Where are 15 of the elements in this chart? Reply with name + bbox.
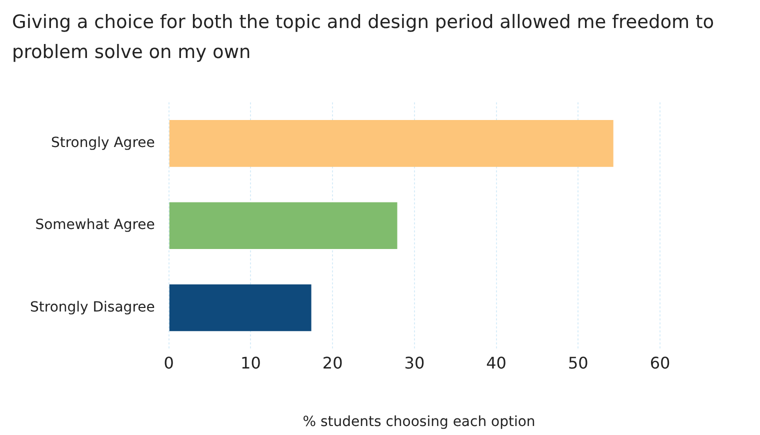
- x-tick-label: 40: [486, 354, 506, 373]
- bar: [169, 202, 398, 250]
- x-axis-title: % students choosing each option: [302, 414, 536, 430]
- bar: [169, 284, 312, 332]
- y-tick-label: Strongly Agree: [50, 135, 155, 152]
- x-tick-label: 10: [240, 354, 261, 373]
- x-tick-label: 60: [650, 354, 670, 373]
- bar: [169, 120, 614, 167]
- x-tick-label: 20: [322, 354, 343, 373]
- x-tick-label: 50: [568, 354, 588, 373]
- chart-title: Giving a choice for both the topic and design period allowed me freedom to problem solve on my own: [12, 11, 716, 65]
- x-tick-label: 30: [404, 354, 425, 373]
- x-tick-label: 0: [164, 354, 174, 373]
- y-tick-label: Somewhat Agree: [35, 217, 155, 234]
- y-tick-label: Strongly Disagree: [30, 299, 155, 316]
